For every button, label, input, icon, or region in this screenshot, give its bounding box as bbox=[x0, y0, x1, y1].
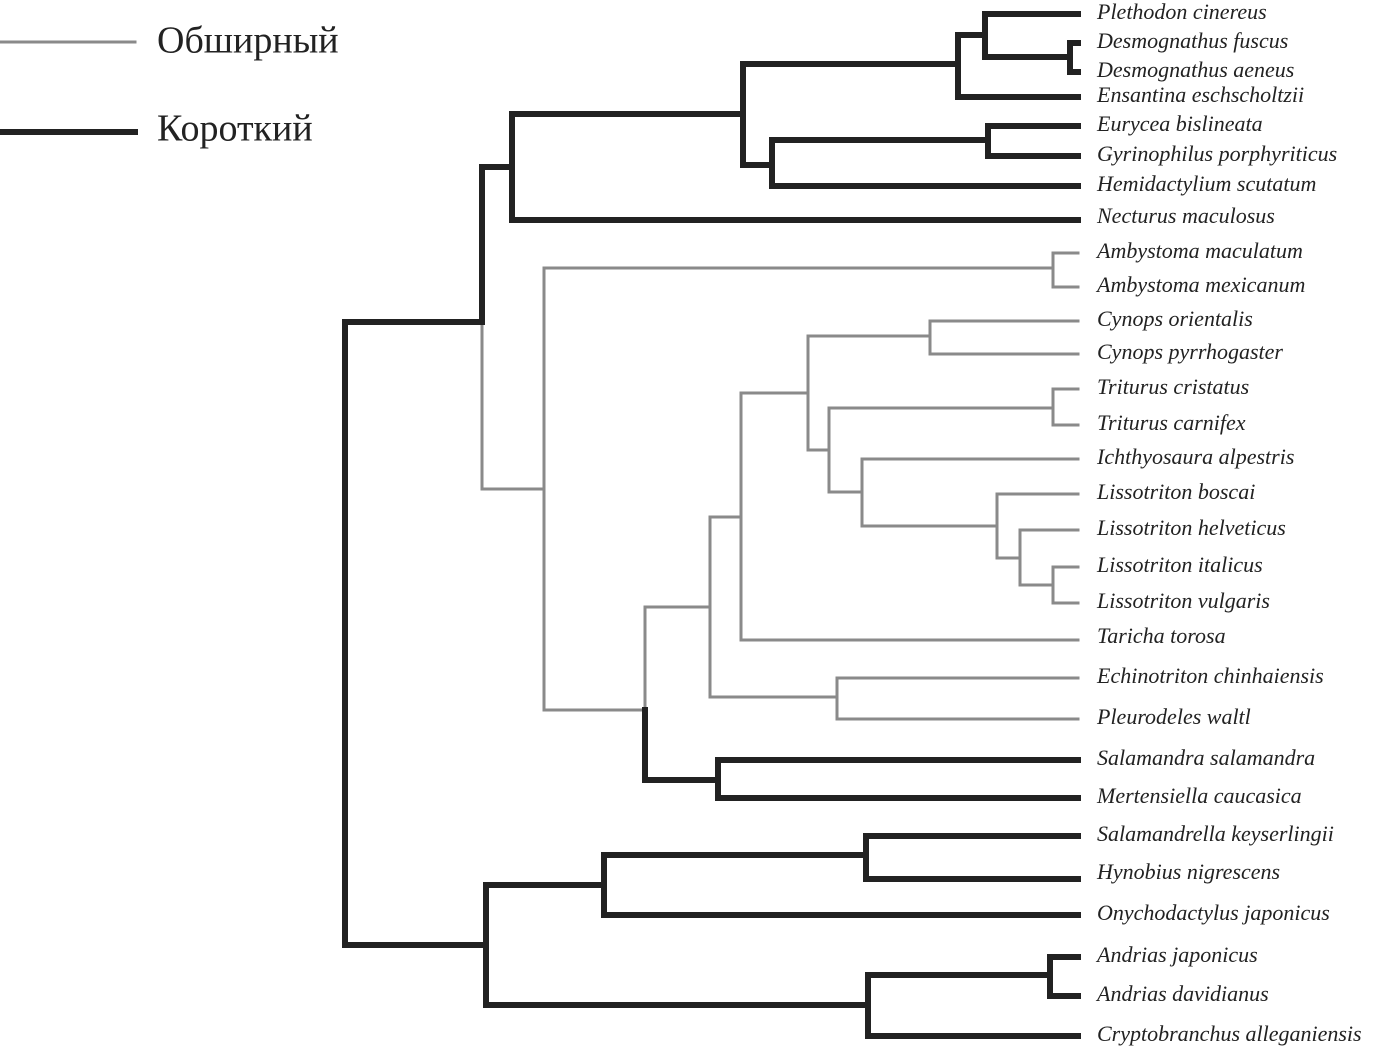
taxon-label: Cryptobranchus alleganiensis bbox=[1097, 1021, 1362, 1046]
taxon-label: Pleurodeles waltl bbox=[1096, 704, 1251, 729]
taxon-label: Echinotriton chinhaiensis bbox=[1096, 663, 1324, 688]
taxon-label: Salamandra salamandra bbox=[1097, 745, 1315, 770]
branch bbox=[480, 251, 1080, 721]
taxon-label: Onychodactylus japonicus bbox=[1097, 900, 1330, 925]
legend: Обширный Короткий bbox=[0, 20, 339, 150]
taxon-label: Andrias japonicus bbox=[1095, 942, 1258, 967]
taxon-label: Triturus carnifex bbox=[1097, 410, 1246, 435]
branch bbox=[342, 11, 1081, 1039]
gray-branches bbox=[480, 251, 1080, 721]
taxon-label: Triturus cristatus bbox=[1097, 374, 1249, 399]
taxon-label: Ensantina eschscholtzii bbox=[1096, 82, 1304, 107]
taxon-label: Lissotriton helveticus bbox=[1096, 515, 1286, 540]
taxon-label: Gyrinophilus porphyriticus bbox=[1097, 141, 1337, 166]
taxon-label: Ichthyosaura alpestris bbox=[1096, 444, 1294, 469]
taxon-label: Desmognathus aeneus bbox=[1096, 57, 1294, 82]
taxon-label: Cynops pyrrhogaster bbox=[1097, 339, 1283, 364]
taxon-label: Plethodon cinereus bbox=[1096, 0, 1267, 24]
taxon-label: Ambystoma mexicanum bbox=[1095, 272, 1305, 297]
taxon-label: Lissotriton boscai bbox=[1096, 479, 1255, 504]
legend-label: Обширный bbox=[157, 20, 339, 62]
taxon-label: Mertensiella caucasica bbox=[1096, 783, 1302, 808]
taxon-label: Andrias davidianus bbox=[1095, 981, 1269, 1006]
taxon-labels: Plethodon cinereus Desmognathus fuscus Des… bbox=[1095, 0, 1362, 1046]
black-branches bbox=[342, 11, 1081, 1039]
taxon-label: Eurycea bislineata bbox=[1096, 111, 1263, 136]
taxon-label: Lissotriton italicus bbox=[1096, 552, 1263, 577]
taxon-label: Necturus maculosus bbox=[1096, 203, 1275, 228]
taxon-label: Hynobius nigrescens bbox=[1096, 859, 1280, 884]
taxon-label: Hemidactylium scutatum bbox=[1096, 171, 1316, 196]
taxon-label: Salamandrella keyserlingii bbox=[1097, 821, 1334, 846]
taxon-label: Desmognathus fuscus bbox=[1096, 28, 1288, 53]
taxon-label: Ambystoma maculatum bbox=[1095, 238, 1303, 263]
legend-label: Короткий bbox=[157, 108, 313, 150]
taxon-label: Lissotriton vulgaris bbox=[1096, 588, 1270, 613]
taxon-label: Taricha torosa bbox=[1097, 623, 1226, 648]
taxon-label: Cynops orientalis bbox=[1097, 306, 1253, 331]
